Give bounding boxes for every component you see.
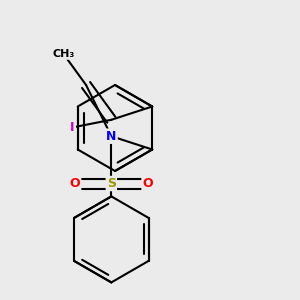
Text: O: O <box>70 177 80 190</box>
Text: O: O <box>142 177 153 190</box>
Text: S: S <box>107 177 116 190</box>
Text: I: I <box>70 121 75 134</box>
Text: CH₃: CH₃ <box>52 49 74 59</box>
Text: N: N <box>106 130 116 143</box>
